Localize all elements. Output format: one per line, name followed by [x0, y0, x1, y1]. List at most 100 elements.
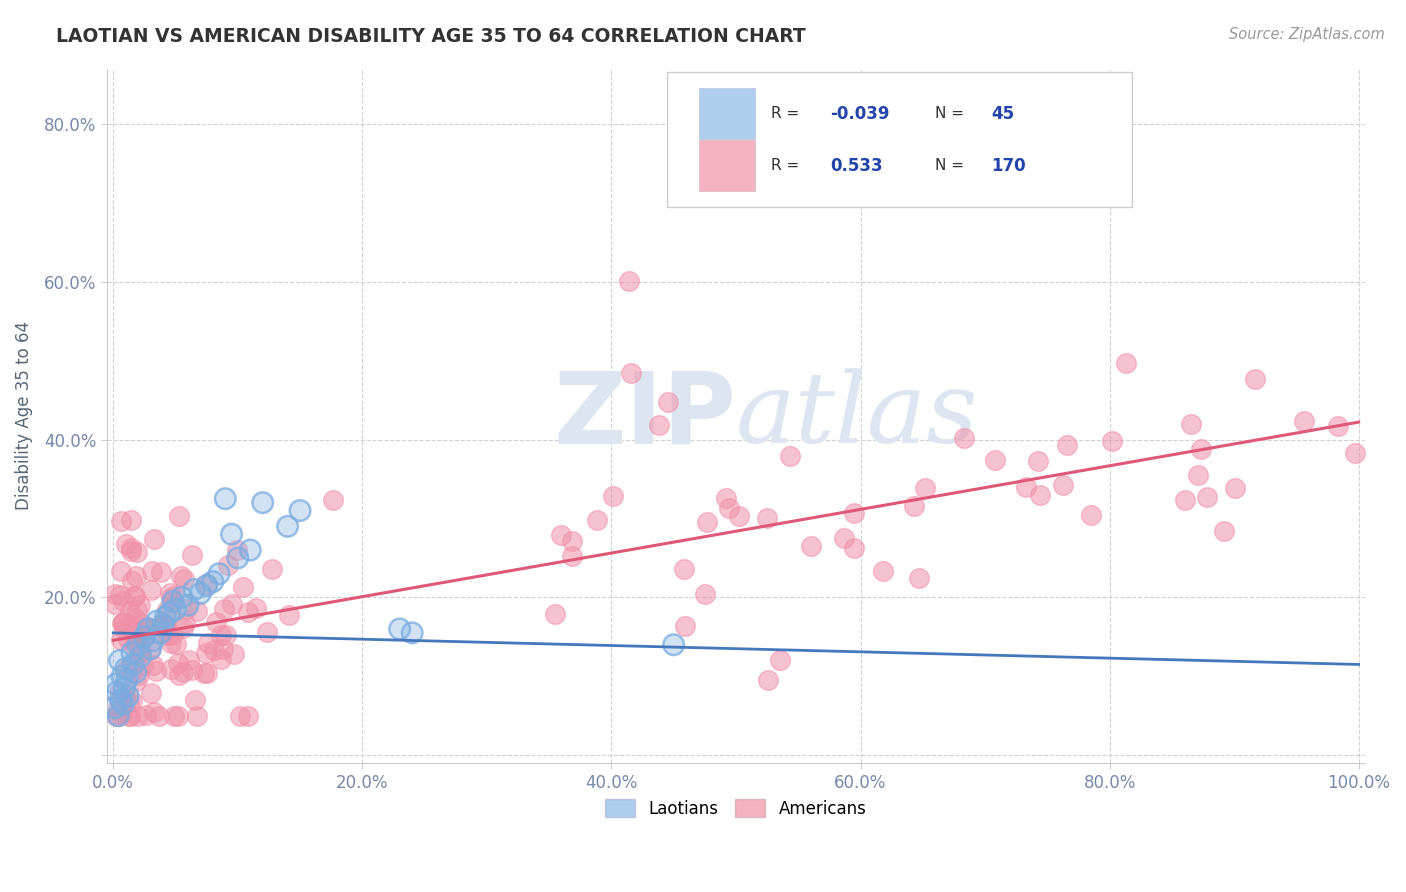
Point [125, 603, 148, 617]
Point [800, 539, 823, 553]
Point [160, 591, 183, 605]
Point [129, 645, 152, 659]
Point [167, 656, 190, 670]
Point [238, 708, 260, 723]
Point [239, 543, 262, 558]
Point [136, 622, 159, 636]
Point [647, 417, 669, 432]
Point [252, 496, 274, 510]
Point [1115, 356, 1137, 370]
Text: N =: N = [935, 158, 969, 173]
Point [1180, 417, 1202, 431]
Point [204, 615, 226, 629]
Point [769, 653, 792, 667]
Point [134, 630, 156, 644]
Point [142, 633, 165, 648]
Point [388, 622, 411, 636]
Point [172, 621, 194, 635]
Point [657, 395, 679, 409]
Point [110, 693, 132, 707]
Point [145, 665, 167, 679]
Point [1052, 477, 1074, 491]
Point [183, 582, 205, 597]
Point [120, 513, 142, 527]
Point [585, 513, 607, 527]
Point [122, 589, 145, 603]
Point [135, 621, 157, 635]
Point [908, 571, 931, 585]
Point [222, 647, 245, 661]
Point [208, 566, 231, 581]
Point [755, 511, 778, 525]
Point [111, 669, 134, 683]
Point [127, 638, 149, 652]
Point [142, 633, 165, 648]
Point [118, 708, 141, 723]
Point [173, 615, 195, 630]
Point [152, 618, 174, 632]
Point [717, 500, 740, 515]
Point [1223, 481, 1246, 495]
Point [148, 708, 170, 723]
Point [112, 615, 135, 630]
Point [602, 489, 624, 503]
Point [550, 528, 572, 542]
Point [172, 665, 194, 679]
Point [190, 586, 212, 600]
Point [779, 450, 801, 464]
Point [103, 701, 125, 715]
Point [181, 548, 204, 562]
Text: -0.039: -0.039 [831, 104, 890, 123]
Point [111, 699, 134, 714]
FancyBboxPatch shape [699, 88, 755, 139]
Point [1191, 442, 1213, 456]
Point [401, 626, 423, 640]
Point [1197, 490, 1219, 504]
Point [162, 594, 184, 608]
Point [221, 527, 243, 541]
Point [914, 481, 936, 495]
Point [214, 491, 236, 506]
Text: R =: R = [770, 158, 804, 173]
Point [186, 708, 208, 723]
Point [110, 693, 132, 707]
Point [662, 638, 685, 652]
Point [162, 628, 184, 642]
Point [121, 694, 143, 708]
Point [262, 562, 284, 576]
Point [561, 549, 583, 563]
Point [120, 541, 142, 556]
Point [111, 594, 134, 608]
Point [184, 693, 207, 707]
Point [288, 503, 311, 517]
Text: N =: N = [935, 106, 969, 121]
Point [155, 610, 177, 624]
Point [124, 665, 146, 680]
Point [169, 568, 191, 582]
Point [108, 684, 131, 698]
Point [143, 532, 166, 546]
Point [156, 603, 179, 617]
Point [155, 610, 177, 624]
Point [181, 663, 204, 677]
Point [186, 604, 208, 618]
Point [165, 637, 187, 651]
Point [120, 617, 142, 632]
Point [693, 587, 716, 601]
Point [120, 604, 142, 618]
Point [872, 564, 894, 578]
Point [139, 643, 162, 657]
Point [105, 708, 128, 723]
Point [108, 653, 131, 667]
Point [214, 491, 236, 506]
Point [239, 543, 262, 558]
Point [118, 695, 141, 709]
Point [322, 492, 344, 507]
Point [124, 589, 146, 603]
Point [146, 614, 169, 628]
Point [221, 597, 243, 611]
Point [1326, 419, 1348, 434]
Point [212, 602, 235, 616]
Point [288, 503, 311, 517]
Point [121, 664, 143, 678]
